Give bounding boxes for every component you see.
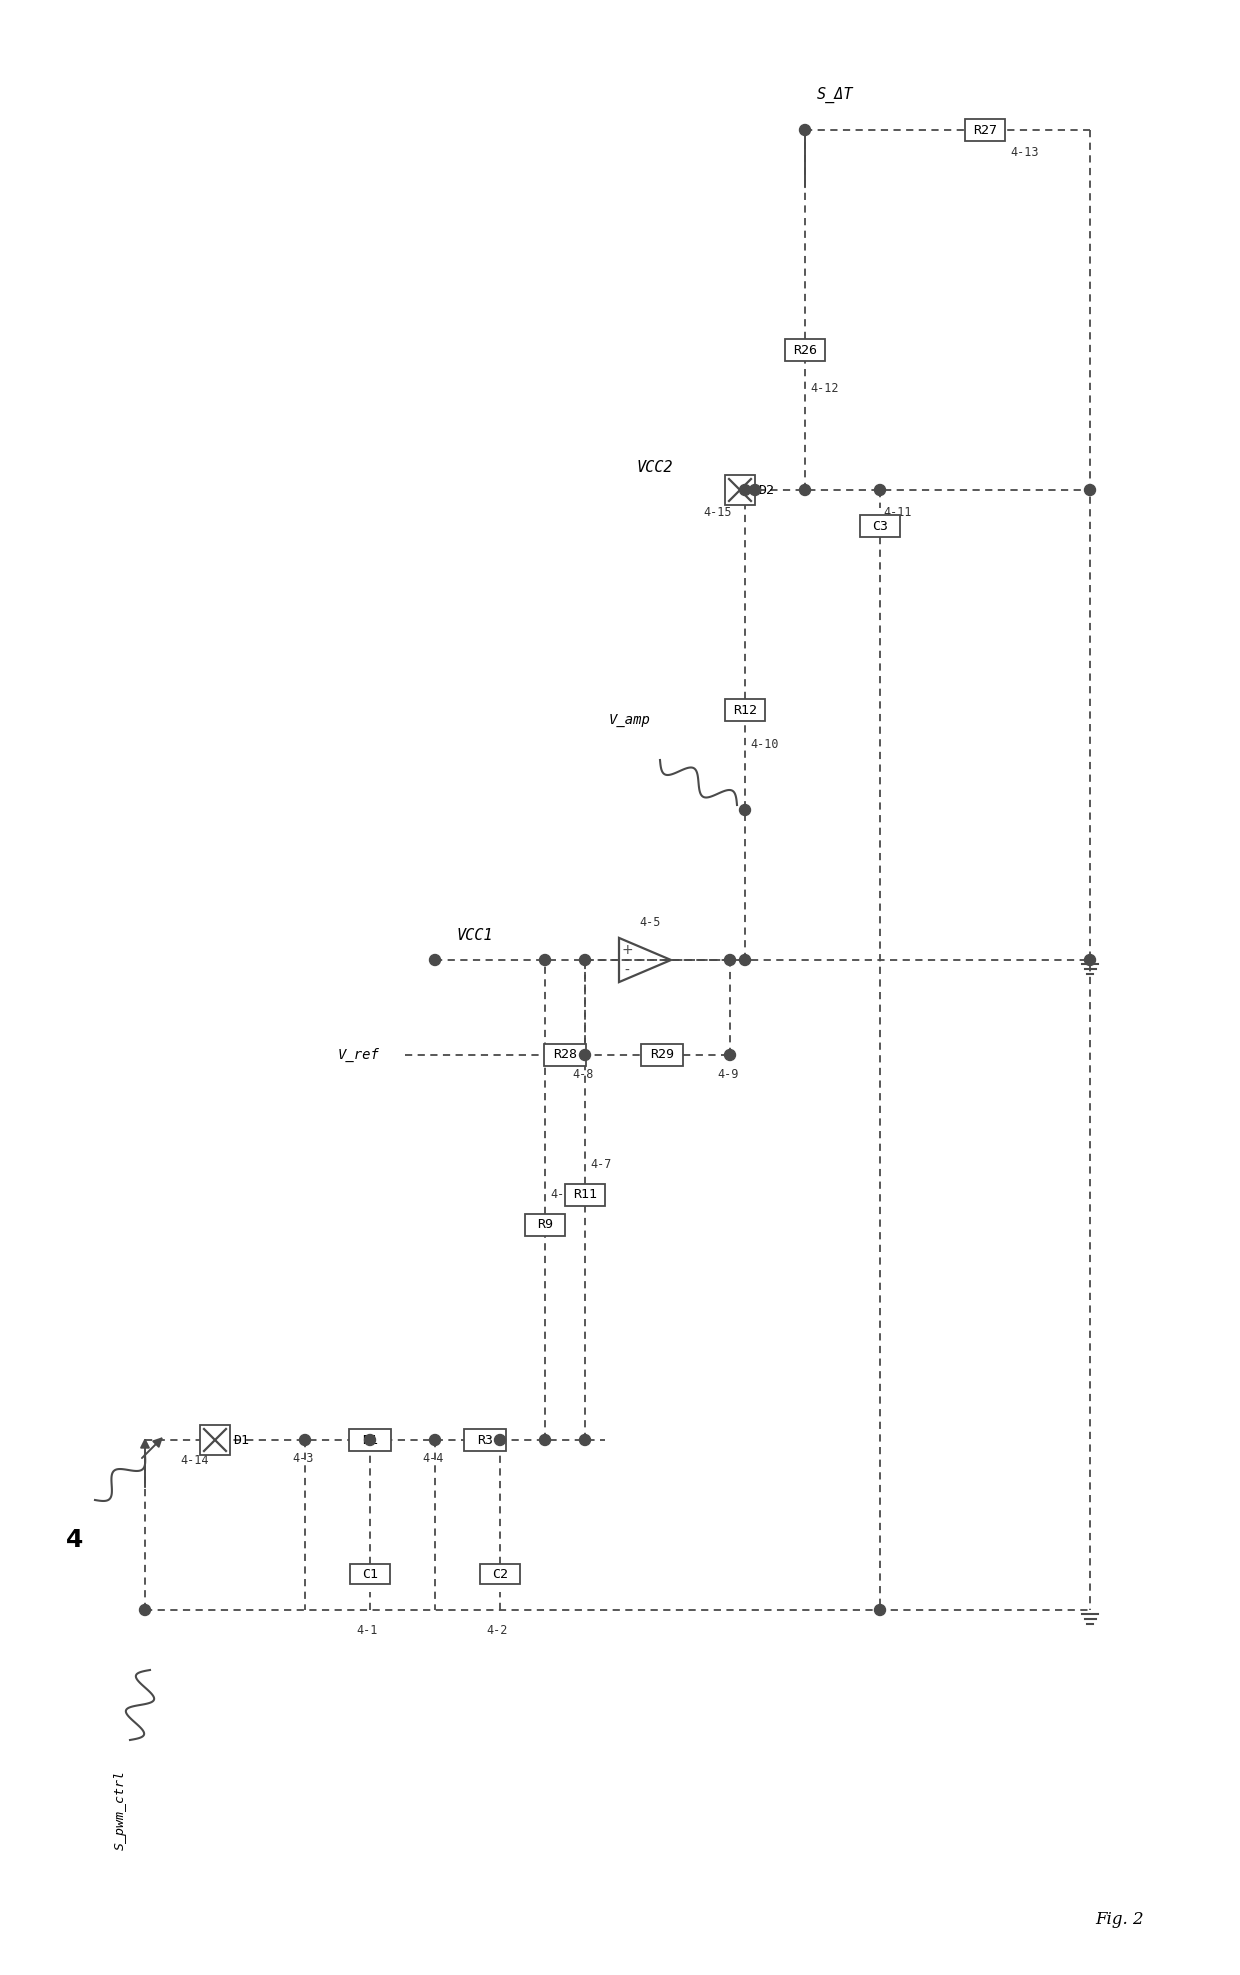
Text: 4-14: 4-14 — [181, 1454, 210, 1467]
Text: 4-10: 4-10 — [750, 739, 779, 752]
Text: C2: C2 — [492, 1568, 508, 1580]
Text: 4-12: 4-12 — [810, 381, 838, 395]
Text: C3: C3 — [872, 519, 888, 533]
FancyBboxPatch shape — [861, 515, 900, 537]
Circle shape — [429, 1434, 440, 1446]
Text: 4-8: 4-8 — [573, 1068, 594, 1082]
Text: VCC2: VCC2 — [637, 460, 673, 476]
Text: 4-13: 4-13 — [1011, 146, 1039, 158]
Circle shape — [739, 804, 750, 816]
FancyBboxPatch shape — [200, 1426, 229, 1456]
Text: V_amp: V_amp — [609, 713, 651, 727]
Text: 4-6: 4-6 — [551, 1189, 572, 1201]
Text: 4-11: 4-11 — [883, 506, 911, 519]
Text: 4-7: 4-7 — [590, 1159, 611, 1171]
FancyBboxPatch shape — [725, 699, 765, 721]
Circle shape — [365, 1434, 376, 1446]
FancyBboxPatch shape — [544, 1045, 587, 1066]
Text: R3: R3 — [477, 1434, 494, 1446]
Circle shape — [1085, 484, 1095, 496]
Text: R26: R26 — [794, 344, 817, 357]
Text: D1: D1 — [233, 1434, 249, 1446]
FancyBboxPatch shape — [785, 340, 825, 361]
Text: R29: R29 — [650, 1049, 675, 1061]
Text: 4-2: 4-2 — [486, 1623, 507, 1637]
Text: Fig. 2: Fig. 2 — [1096, 1912, 1145, 1928]
Text: D2: D2 — [758, 484, 774, 496]
Text: R1: R1 — [362, 1434, 378, 1446]
Circle shape — [724, 954, 735, 966]
Circle shape — [724, 1049, 735, 1061]
Circle shape — [300, 1434, 310, 1446]
FancyBboxPatch shape — [965, 118, 1004, 140]
Text: 4-5: 4-5 — [640, 916, 661, 928]
Circle shape — [495, 1434, 506, 1446]
Text: 4-9: 4-9 — [717, 1068, 739, 1082]
FancyBboxPatch shape — [525, 1215, 565, 1236]
Circle shape — [429, 954, 440, 966]
Text: +: + — [621, 942, 632, 956]
Circle shape — [739, 954, 750, 966]
Circle shape — [1085, 954, 1095, 966]
FancyBboxPatch shape — [348, 1430, 391, 1452]
FancyBboxPatch shape — [725, 476, 755, 506]
Circle shape — [800, 484, 811, 496]
Circle shape — [579, 954, 590, 966]
Text: -: - — [625, 964, 630, 978]
Circle shape — [579, 1049, 590, 1061]
Text: 4-3: 4-3 — [293, 1452, 314, 1465]
Text: R27: R27 — [973, 124, 997, 136]
Circle shape — [579, 1434, 590, 1446]
Text: R12: R12 — [733, 703, 756, 717]
Text: C1: C1 — [362, 1568, 378, 1580]
FancyBboxPatch shape — [565, 1183, 605, 1207]
Text: S_ΔT: S_ΔT — [817, 87, 853, 103]
FancyBboxPatch shape — [350, 1564, 391, 1584]
Circle shape — [139, 1604, 150, 1616]
Text: 4-4: 4-4 — [423, 1452, 444, 1465]
Text: S_pwm_ctrl: S_pwm_ctrl — [114, 1770, 126, 1851]
Text: R9: R9 — [537, 1219, 553, 1232]
FancyBboxPatch shape — [464, 1430, 506, 1452]
FancyBboxPatch shape — [480, 1564, 520, 1584]
Circle shape — [749, 484, 760, 496]
Circle shape — [539, 1434, 551, 1446]
Text: R28: R28 — [553, 1049, 577, 1061]
Circle shape — [800, 124, 811, 136]
Circle shape — [539, 954, 551, 966]
Text: VCC1: VCC1 — [456, 928, 494, 942]
FancyBboxPatch shape — [641, 1045, 683, 1066]
Text: R11: R11 — [573, 1189, 596, 1201]
Circle shape — [874, 1604, 885, 1616]
Circle shape — [874, 484, 885, 496]
Text: 4-1: 4-1 — [356, 1623, 378, 1637]
Text: 4: 4 — [66, 1529, 83, 1552]
Circle shape — [739, 484, 750, 496]
Text: 4-15: 4-15 — [704, 506, 733, 519]
Text: V_ref: V_ref — [339, 1049, 379, 1063]
